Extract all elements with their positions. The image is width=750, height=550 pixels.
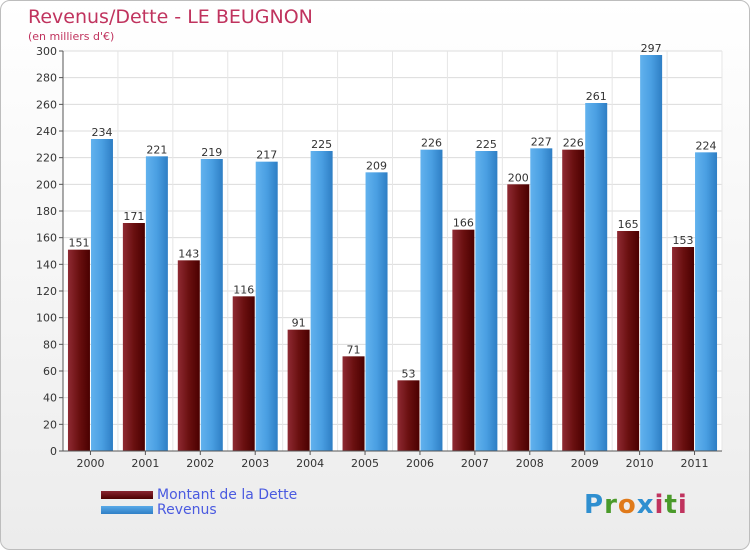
bar-dette-2006 bbox=[397, 380, 420, 451]
chart-title: Revenus/Dette - LE BEUGNON bbox=[28, 6, 313, 28]
bar-dette-2007 bbox=[452, 229, 475, 451]
bar-dette-2005 bbox=[342, 356, 365, 451]
x-tick-label: 2008 bbox=[516, 457, 544, 470]
bar-revenus-2000 bbox=[90, 139, 113, 451]
bar-revenus-2001 bbox=[145, 156, 168, 452]
legend-label-dette: Montant de la Dette bbox=[157, 487, 298, 503]
data-label-revenus-2010: 297 bbox=[641, 42, 662, 55]
y-tick-label: 220 bbox=[36, 152, 57, 165]
bar-revenus-2002 bbox=[200, 159, 223, 451]
y-tick-label: 180 bbox=[36, 205, 57, 218]
y-tick-label: 80 bbox=[43, 338, 57, 351]
y-tick-label: 40 bbox=[43, 392, 57, 405]
legend-swatch-revenus bbox=[101, 506, 153, 514]
data-label-revenus-2002: 219 bbox=[201, 146, 222, 159]
data-label-revenus-2011: 224 bbox=[696, 139, 717, 152]
data-label-dette-2001: 171 bbox=[123, 210, 144, 223]
x-tick-label: 2005 bbox=[351, 457, 379, 470]
data-label-dette-2003: 116 bbox=[233, 283, 254, 296]
bar-dette-2000 bbox=[67, 249, 90, 451]
y-tick-label: 160 bbox=[36, 232, 57, 245]
bar-revenus-2006 bbox=[420, 149, 443, 451]
bar-layer bbox=[67, 55, 718, 452]
data-label-dette-2004: 91 bbox=[292, 317, 306, 330]
y-tick-label: 0 bbox=[50, 445, 57, 458]
y-tick-label: 60 bbox=[43, 365, 57, 378]
data-label-dette-2007: 166 bbox=[453, 217, 474, 230]
x-tick-label: 2002 bbox=[186, 457, 214, 470]
data-label-dette-2002: 143 bbox=[178, 247, 199, 260]
data-label-revenus-2001: 221 bbox=[146, 143, 167, 156]
data-label-revenus-2008: 227 bbox=[531, 135, 552, 148]
legend-label-revenus: Revenus bbox=[157, 502, 217, 518]
y-tick-label: 20 bbox=[43, 418, 57, 431]
bar-dette-2011 bbox=[672, 247, 695, 451]
bar-revenus-2009 bbox=[585, 103, 608, 451]
data-label-revenus-2004: 225 bbox=[311, 138, 332, 151]
x-tick-label: 2006 bbox=[406, 457, 434, 470]
data-label-dette-2008: 200 bbox=[508, 171, 529, 184]
data-label-dette-2009: 226 bbox=[563, 137, 584, 150]
data-label-revenus-2007: 225 bbox=[476, 138, 497, 151]
legend-item-dette: Montant de la Dette bbox=[101, 487, 297, 503]
data-label-revenus-2006: 226 bbox=[421, 137, 442, 150]
y-tick-label: 240 bbox=[36, 125, 57, 138]
y-tick-label: 200 bbox=[36, 178, 57, 191]
bar-dette-2002 bbox=[177, 260, 200, 451]
data-label-dette-2005: 71 bbox=[347, 343, 361, 356]
bar-revenus-2010 bbox=[640, 55, 663, 451]
legend-item-revenus: Revenus bbox=[101, 502, 217, 518]
bar-dette-2009 bbox=[562, 149, 585, 451]
x-tick-label: 2007 bbox=[461, 457, 489, 470]
bar-revenus-2004 bbox=[310, 151, 333, 451]
y-tick-label: 100 bbox=[36, 312, 57, 325]
bar-revenus-2008 bbox=[530, 148, 553, 452]
axis-layer: 0 20 40 60 80 100 120 140 160 180 200 220 240 260 280 3… bbox=[36, 45, 722, 470]
data-label-dette-2000: 151 bbox=[68, 237, 89, 250]
data-label-dette-2010: 165 bbox=[618, 218, 639, 231]
bar-revenus-2011 bbox=[695, 152, 718, 452]
data-label-revenus-2005: 209 bbox=[366, 159, 387, 172]
y-tick-label: 280 bbox=[36, 72, 57, 85]
data-label-revenus-2000: 234 bbox=[91, 126, 112, 139]
y-tick-label: 260 bbox=[36, 98, 57, 111]
bar-dette-2008 bbox=[507, 184, 530, 452]
bar-dette-2001 bbox=[122, 223, 145, 451]
chart-subtitle: (en milliers d'€) bbox=[28, 30, 115, 43]
y-tick-label: 120 bbox=[36, 285, 57, 298]
bar-revenus-2007 bbox=[475, 151, 498, 451]
x-tick-label: 2003 bbox=[241, 457, 269, 470]
data-label-dette-2006: 53 bbox=[401, 367, 415, 380]
proxiti-logo: Proxiti bbox=[584, 490, 688, 520]
bar-dette-2010 bbox=[617, 231, 640, 451]
y-tick-label: 300 bbox=[36, 45, 57, 58]
data-label-revenus-2009: 261 bbox=[586, 90, 607, 103]
legend-swatch-dette bbox=[101, 491, 153, 499]
x-tick-label: 2000 bbox=[76, 457, 104, 470]
x-tick-label: 2010 bbox=[626, 457, 654, 470]
bar-revenus-2005 bbox=[365, 172, 388, 452]
data-label-layer: 151 234 171 221 143 219 116 217 91 225 71 209 53 226 1… bbox=[68, 42, 716, 380]
bar-dette-2004 bbox=[287, 329, 310, 451]
data-label-dette-2011: 153 bbox=[673, 234, 694, 247]
x-tick-label: 2009 bbox=[571, 457, 599, 470]
x-tick-label: 2004 bbox=[296, 457, 324, 470]
x-tick-label: 2001 bbox=[131, 457, 159, 470]
bar-dette-2003 bbox=[232, 296, 255, 451]
data-label-revenus-2003: 217 bbox=[256, 149, 277, 162]
bar-revenus-2003 bbox=[255, 161, 278, 451]
x-tick-label: 2011 bbox=[681, 457, 709, 470]
y-tick-label: 140 bbox=[36, 258, 57, 271]
